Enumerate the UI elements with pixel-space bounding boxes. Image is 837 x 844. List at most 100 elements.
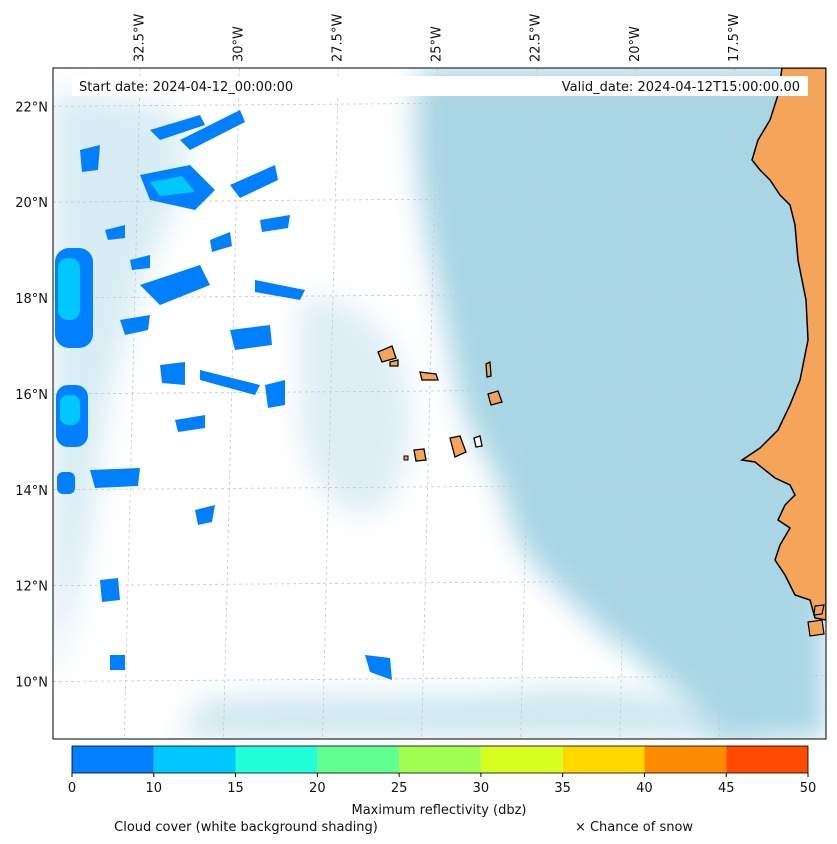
- reflectivity-cell: [90, 468, 140, 488]
- cape-verde-islands: [377, 345, 503, 462]
- reflectivity-cell: [120, 315, 150, 335]
- island: [473, 435, 483, 448]
- longitude-tick-label: 30°W: [231, 26, 246, 62]
- reflectivity-cell: [105, 225, 125, 240]
- reflectivity-cell: [150, 176, 195, 196]
- colorbar: 0 10 15 20 25 30 35 40 45 50: [68, 745, 817, 796]
- map-frame: [52, 67, 827, 740]
- reflectivity-cells: [55, 110, 392, 680]
- latitude-tick-label: 20°N: [15, 196, 48, 211]
- colorbar-bin: [480, 746, 563, 773]
- island: [813, 604, 825, 616]
- longitude-gridline: [322, 68, 339, 739]
- latitude-gridline: [53, 483, 826, 491]
- reflectivity-cell: [110, 655, 125, 670]
- reflectivity-cell: [80, 145, 100, 172]
- colorbar-tick-label: 0: [68, 781, 76, 796]
- latitude-gridline: [53, 291, 826, 299]
- island: [377, 345, 397, 363]
- colorbar-tick-label: 50: [800, 781, 817, 796]
- colorbar-bin: [235, 746, 318, 773]
- latitude-labels: 22°N 20°N 18°N 16°N 14°N 12°N 10°N: [15, 100, 48, 690]
- longitude-tick-label: 20°W: [628, 26, 643, 62]
- island: [487, 390, 503, 406]
- colorbar-tick-label: 20: [309, 781, 326, 796]
- longitude-tick-label: 17.5°W: [727, 14, 742, 62]
- longitude-gridline: [718, 68, 736, 739]
- reflectivity-cell: [365, 655, 392, 680]
- longitude-tick-label: 27.5°W: [330, 14, 345, 62]
- reflectivity-cell: [260, 215, 290, 232]
- start-date-text: Start date: 2024-04-12_00:00:00: [79, 80, 293, 95]
- reflectivity-cell: [255, 280, 305, 300]
- reflectivity-cell: [230, 325, 272, 350]
- island: [419, 371, 439, 381]
- reflectivity-cell: [230, 165, 278, 198]
- cloud-cover-band-south: [180, 687, 760, 739]
- snow-note: × Chance of snow: [575, 820, 693, 835]
- reflectivity-cell: [175, 415, 205, 432]
- colorbar-bin: [399, 746, 481, 773]
- latitude-tick-label: 16°N: [15, 388, 48, 403]
- colorbar-tick-label: 30: [473, 781, 490, 796]
- colorbar-tick-label: 35: [554, 781, 571, 796]
- latitude-tick-label: 10°N: [15, 675, 48, 690]
- colorbar-bin: [726, 746, 808, 773]
- latitude-gridline: [53, 675, 826, 682]
- longitude-tick-label: 25°W: [430, 26, 445, 62]
- reflectivity-cell: [57, 472, 75, 494]
- colorbar-bin: [644, 746, 727, 773]
- colorbar-bin: [72, 746, 154, 773]
- island: [485, 360, 492, 378]
- reflectivity-cell: [210, 232, 232, 252]
- longitude-gridline: [222, 68, 240, 739]
- latitude-gridline: [53, 579, 826, 587]
- reflectivity-cell: [100, 578, 120, 602]
- island: [389, 359, 399, 367]
- reflectivity-cell: [140, 265, 210, 305]
- reflectivity-cell: [150, 115, 205, 140]
- longitude-gridline: [421, 68, 438, 739]
- map-layers: [53, 68, 826, 739]
- cloud-cover-field: [415, 68, 826, 739]
- colorbar-tick-label: 15: [227, 781, 244, 796]
- latitude-gridline: [53, 99, 826, 107]
- longitude-tick-label: 32.5°W: [132, 14, 147, 62]
- island: [449, 435, 467, 458]
- date-header-box: [72, 76, 808, 96]
- reflectivity-cell: [265, 380, 285, 408]
- longitude-gridline: [520, 68, 538, 739]
- colorbar-tick-label: 25: [391, 781, 408, 796]
- latitude-tick-label: 14°N: [15, 484, 48, 499]
- reflectivity-cell: [200, 370, 260, 395]
- colorbar-frame: [71, 745, 809, 774]
- latitude-tick-label: 22°N: [15, 100, 48, 115]
- reflectivity-cell: [58, 258, 80, 320]
- gridlines: [53, 68, 826, 739]
- longitude-labels: 32.5°W 30°W 27.5°W 25°W 22.5°W 20°W 17.5°W: [132, 14, 742, 62]
- colorbar-label: Maximum reflectivity (dbz): [352, 803, 527, 818]
- colorbar-tick-label: 10: [146, 781, 163, 796]
- island: [413, 448, 427, 462]
- colorbar-tick-label: 45: [718, 781, 735, 796]
- latitude-tick-label: 12°N: [15, 580, 48, 595]
- island: [403, 455, 409, 461]
- colorbar-bin: [317, 746, 400, 773]
- colorbar-bin: [153, 746, 236, 773]
- longitude-gridline: [123, 68, 141, 739]
- reflectivity-cell: [60, 395, 80, 425]
- colorbar-bin: [562, 746, 645, 773]
- reflectivity-cell: [195, 505, 215, 525]
- cloud-cover-west: [53, 90, 185, 680]
- reflectivity-cell: [130, 255, 150, 270]
- valid-date-text: Valid_date: 2024-04-12T15:00:00.00: [562, 80, 800, 95]
- island: [807, 619, 825, 637]
- reflectivity-cell: [180, 110, 245, 150]
- reflectivity-cell: [160, 362, 185, 385]
- latitude-gridline: [53, 387, 826, 395]
- longitude-gridline: [619, 68, 637, 739]
- africa-landmass: [739, 68, 826, 621]
- cloud-cover-note: Cloud cover (white background shading): [114, 820, 378, 835]
- longitude-tick-label: 22.5°W: [529, 14, 544, 62]
